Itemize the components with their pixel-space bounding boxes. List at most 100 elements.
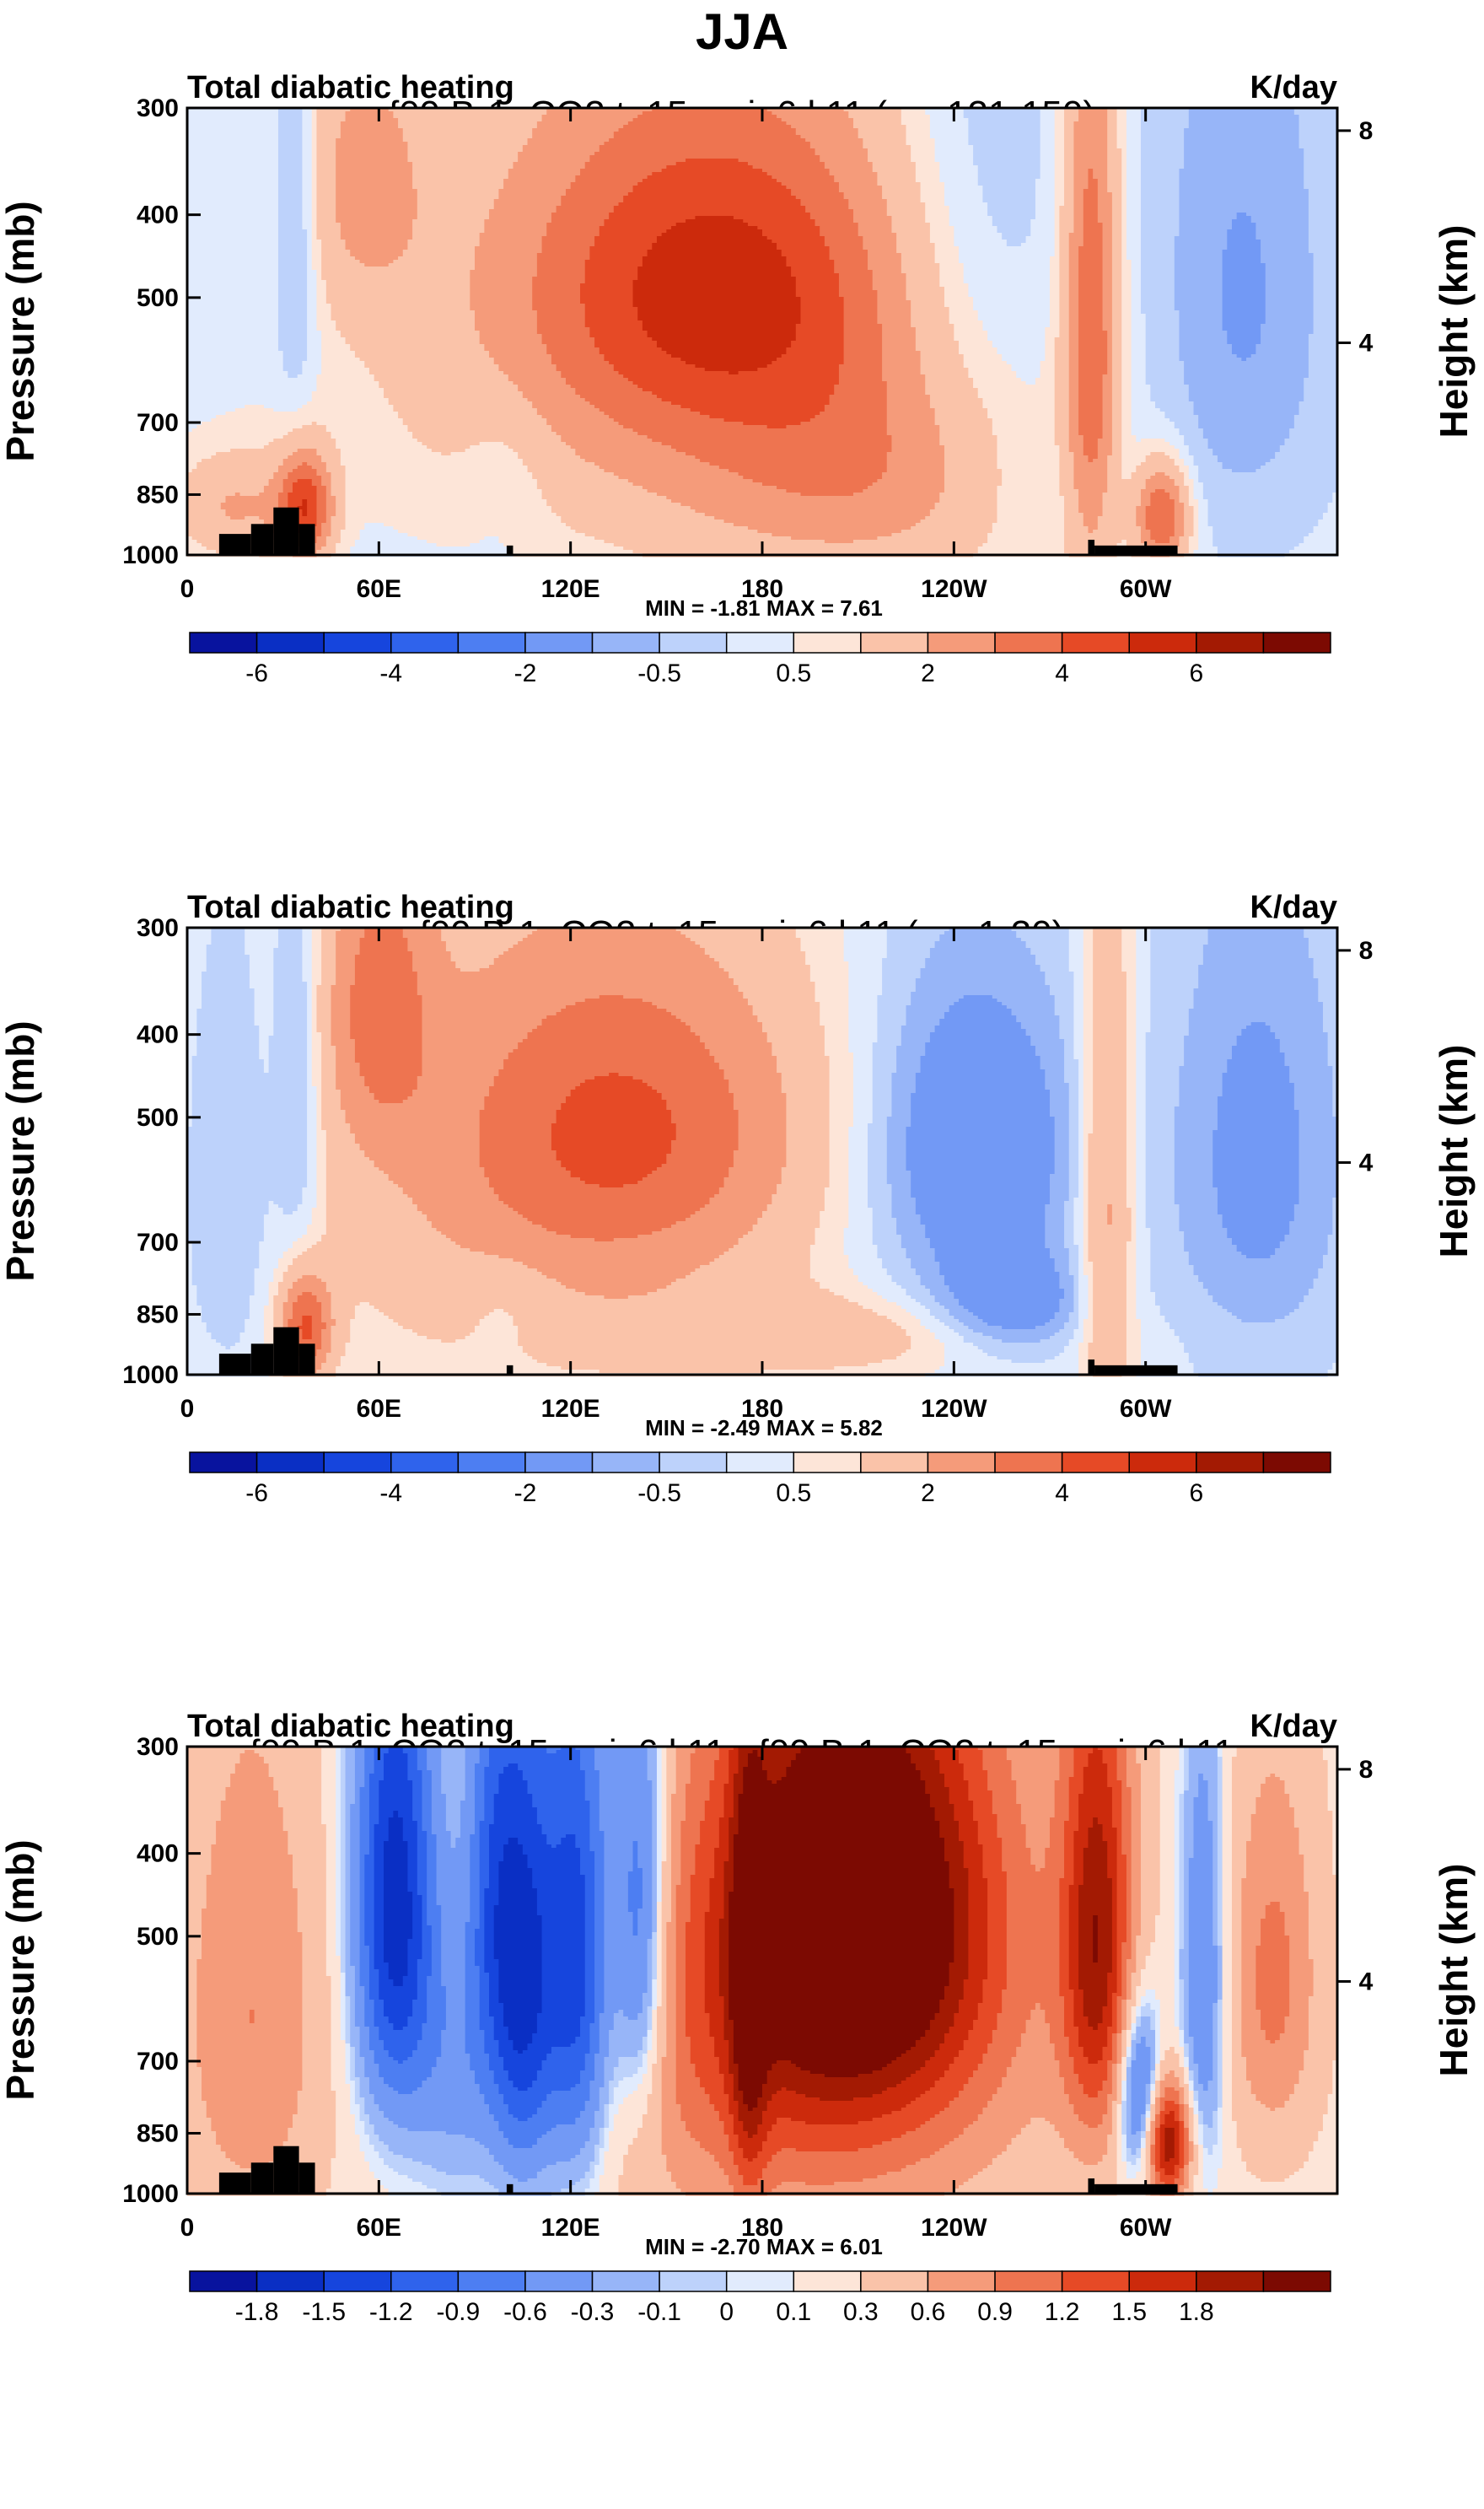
x-tick-label: 60E — [357, 2214, 401, 2242]
colorbar-swatch — [524, 2270, 594, 2292]
colorbar-swatch — [390, 632, 460, 654]
land-mask — [506, 545, 513, 555]
y2-axis-title: Height (km) — [1432, 1045, 1476, 1258]
colorbar-label: -0.5 — [637, 1479, 681, 1507]
y-tick-label: 300 — [137, 94, 179, 122]
land-mask — [250, 1343, 274, 1375]
colorbar-label: 0.5 — [776, 1479, 811, 1507]
land-mask — [506, 2183, 513, 2194]
colorbar-label: -2 — [514, 660, 537, 687]
x-tick-label: 120E — [541, 1395, 600, 1423]
x-tick-label: 180 — [741, 575, 783, 603]
min-max-text: MIN = -2.70 MAX = 6.01 — [645, 2234, 883, 2259]
colorbar-label: 0 — [719, 2298, 734, 2326]
height-tick-label: 8 — [1359, 937, 1374, 965]
x-tick-label: 0 — [180, 575, 195, 603]
colorbar-swatch — [793, 1451, 862, 1473]
colorbar — [189, 2270, 1331, 2292]
colorbar-swatch — [524, 1451, 594, 1473]
colorbar-label: -0.3 — [571, 2298, 615, 2326]
x-tick-label: 120E — [541, 2214, 600, 2242]
height-tick-label: 8 — [1359, 117, 1374, 145]
colorbar-swatch — [189, 1451, 258, 1473]
y-axis-title: Pressure (mb) — [0, 201, 42, 461]
y-tick-label: 700 — [137, 409, 179, 437]
colorbar-label: -0.5 — [637, 660, 681, 687]
colorbar-label: 0.6 — [911, 2298, 946, 2326]
colorbar-swatch — [994, 632, 1063, 654]
x-tick-label: 60E — [357, 1395, 401, 1423]
left-label: Total diabatic heating — [187, 1709, 514, 1744]
colorbar-label: 6 — [1189, 1479, 1203, 1507]
figure-title: JJA — [696, 3, 788, 60]
heatmap-field — [187, 928, 1338, 1377]
colorbar-swatch — [591, 1451, 660, 1473]
colorbar-swatch — [255, 632, 325, 654]
units-label: K/day — [1250, 1709, 1337, 1744]
x-tick-label: 0 — [180, 1395, 195, 1423]
chart-panel-3: f09.B-1pCO2.tn15.cmip6.k11 - f09.B-1pCO2… — [0, 1709, 1476, 2326]
x-tick-label: 60E — [357, 575, 401, 603]
y-tick-label: 1000 — [122, 2180, 179, 2208]
land-mask — [218, 534, 251, 555]
y-tick-label: 300 — [137, 914, 179, 942]
x-tick-label: 120W — [921, 575, 987, 603]
y-tick-label: 400 — [137, 1840, 179, 1868]
land-mask — [506, 1365, 513, 1375]
y-tick-label: 400 — [137, 202, 179, 229]
y2-axis-title: Height (km) — [1432, 1864, 1476, 2077]
land-mask — [273, 1327, 299, 1375]
land-mask — [298, 524, 315, 555]
colorbar-label: -2 — [514, 1479, 537, 1507]
colorbar-swatch — [1128, 1451, 1197, 1473]
land-mask — [1094, 1365, 1178, 1375]
height-tick-label: 4 — [1359, 329, 1374, 357]
colorbar — [189, 1451, 1331, 1473]
y-tick-label: 850 — [137, 1300, 179, 1328]
land-mask — [1094, 2183, 1178, 2194]
colorbar-swatch — [1262, 632, 1331, 654]
colorbar-label: 1.2 — [1045, 2298, 1080, 2326]
colorbar-swatch — [927, 1451, 996, 1473]
colorbar-swatch — [1196, 2270, 1265, 2292]
land-mask — [218, 1354, 251, 1375]
chart-panel-1: f09.B-1pCO2.tn15.cmip6.k11 (yrs 121-150)… — [0, 70, 1476, 687]
colorbar-label: -6 — [245, 660, 268, 687]
y-tick-label: 500 — [137, 1104, 179, 1132]
colorbar-swatch — [927, 2270, 996, 2292]
colorbar-swatch — [659, 632, 728, 654]
colorbar-label: 0.1 — [776, 2298, 811, 2326]
y-tick-label: 400 — [137, 1021, 179, 1049]
x-tick-label: 60W — [1120, 2214, 1172, 2242]
land-mask — [1088, 540, 1095, 555]
y-tick-label: 700 — [137, 2048, 179, 2076]
land-mask — [298, 2162, 315, 2194]
colorbar-label: -0.9 — [437, 2298, 481, 2326]
colorbar-swatch — [390, 1451, 460, 1473]
colorbar-swatch — [457, 1451, 526, 1473]
units-label: K/day — [1250, 70, 1337, 105]
y-tick-label: 700 — [137, 1229, 179, 1257]
colorbar-swatch — [725, 632, 795, 654]
colorbar-swatch — [659, 2270, 728, 2292]
colorbar-swatch — [1196, 1451, 1265, 1473]
colorbar-label: 0.3 — [843, 2298, 879, 2326]
land-mask — [250, 524, 274, 555]
land-mask — [1094, 545, 1178, 555]
colorbar-swatch — [659, 1451, 728, 1473]
min-max-text: MIN = -1.81 MAX = 7.61 — [645, 595, 883, 621]
colorbar-swatch — [524, 632, 594, 654]
colorbar-label: 0.9 — [977, 2298, 1013, 2326]
y2-axis-title: Height (km) — [1432, 225, 1476, 439]
y-tick-label: 1000 — [122, 1361, 179, 1389]
colorbar-swatch — [189, 632, 258, 654]
left-label: Total diabatic heating — [187, 70, 514, 105]
y-tick-label: 500 — [137, 284, 179, 312]
height-tick-label: 8 — [1359, 1756, 1374, 1784]
land-mask — [298, 1343, 315, 1375]
colorbar-swatch — [1061, 1451, 1130, 1473]
x-tick-label: 0 — [180, 2214, 195, 2242]
colorbar-swatch — [591, 2270, 660, 2292]
y-tick-label: 1000 — [122, 541, 179, 569]
y-axis-title: Pressure (mb) — [0, 1839, 42, 2100]
